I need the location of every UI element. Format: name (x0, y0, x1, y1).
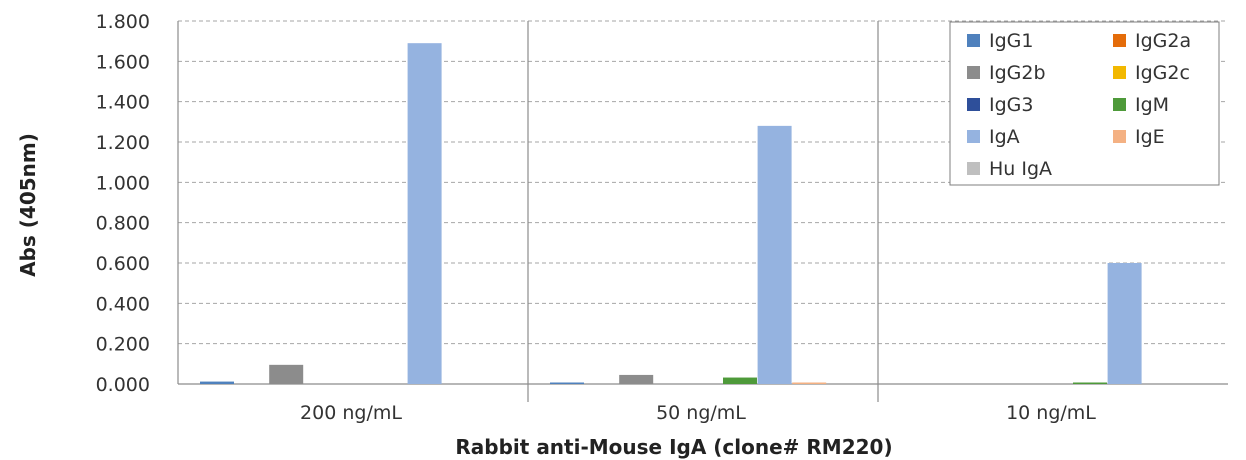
axes (177, 21, 1228, 402)
bar-igg2b-1 (619, 374, 654, 384)
y-tick-label: 1.000 (96, 172, 150, 194)
legend-label: IgG2a (1135, 30, 1191, 52)
y-tick-label: 1.800 (96, 11, 150, 33)
bar-igg2b-0 (269, 364, 304, 384)
legend-label: IgM (1135, 94, 1169, 116)
y-tick-label: 1.600 (96, 51, 150, 73)
legend-swatch (967, 66, 980, 79)
bar-ige-1 (792, 382, 827, 384)
legend-swatch (1113, 130, 1126, 143)
y-tick-label: 1.400 (96, 92, 150, 114)
x-category-label: 200 ng/mL (300, 402, 402, 424)
legend-label: IgG2c (1135, 62, 1190, 84)
legend-swatch (967, 162, 980, 175)
legend-label: IgA (989, 126, 1020, 148)
y-tick-label: 0.400 (96, 293, 150, 315)
legend-label: IgE (1135, 126, 1165, 148)
x-category-label: 10 ng/mL (1006, 402, 1096, 424)
bar-iga-2 (1107, 263, 1142, 384)
legend-swatch (967, 130, 980, 143)
legend-label: IgG2b (989, 62, 1046, 84)
bar-igg1-1 (550, 382, 584, 384)
legend-swatch (1113, 98, 1126, 111)
bar-iga-0 (407, 43, 442, 384)
y-tick-label: 0.800 (96, 213, 150, 235)
y-tick-label: 0.200 (96, 334, 150, 356)
y-tick-label: 0.000 (96, 374, 150, 396)
bar-igm-2 (1073, 382, 1107, 384)
legend-swatch (1113, 66, 1126, 79)
legend-label: Hu IgA (989, 158, 1052, 180)
labels: 0.000 0.200 0.400 0.600 0.800 1.000 1.200 1.400… (16, 11, 1096, 459)
bar-iga-1 (757, 125, 792, 384)
legend-label: IgG1 (989, 30, 1033, 52)
y-tick-label: 1.200 (96, 132, 150, 154)
x-axis-title: Rabbit anti-Mouse IgA (clone# RM220) (455, 435, 892, 459)
legend-label: IgG3 (989, 94, 1033, 116)
legend-box (949, 21, 1220, 186)
x-category-label: 50 ng/mL (656, 402, 746, 424)
gridlines (178, 20, 1228, 345)
legend-swatch (967, 98, 980, 111)
bar-igg1-0 (200, 381, 234, 384)
y-tick-label: 0.600 (96, 253, 150, 275)
bar-igm-1 (723, 377, 757, 384)
legend-swatch (967, 34, 980, 47)
y-axis-title: Abs (405nm) (16, 133, 40, 277)
bars (200, 43, 1142, 384)
legend-swatch (1113, 34, 1126, 47)
legend: IgG1 IgG2a IgG2b IgG2c IgG3 IgM IgA IgE Hu IgA (949, 21, 1220, 186)
